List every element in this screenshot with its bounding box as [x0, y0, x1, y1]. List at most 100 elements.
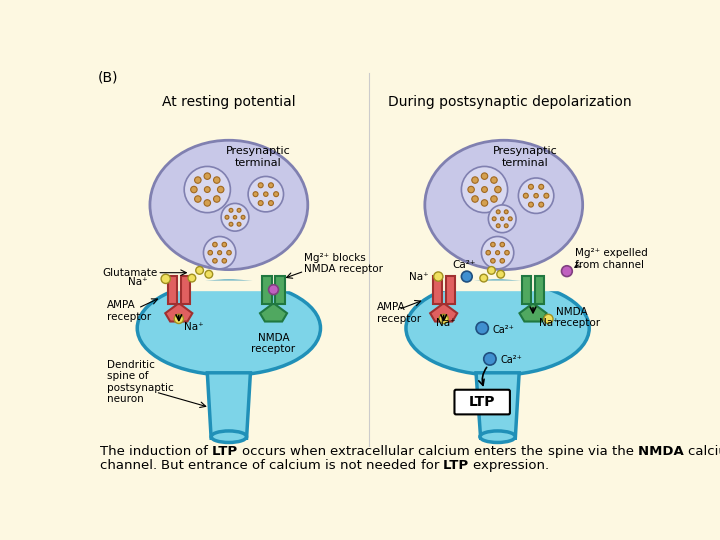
Circle shape	[161, 274, 171, 284]
Circle shape	[462, 271, 472, 282]
Text: NMDA: NMDA	[638, 445, 688, 458]
Circle shape	[214, 177, 220, 183]
Circle shape	[217, 186, 224, 193]
Circle shape	[188, 274, 196, 282]
Circle shape	[486, 251, 490, 255]
Circle shape	[518, 178, 554, 213]
Text: entrance: entrance	[188, 458, 252, 472]
Circle shape	[562, 266, 572, 276]
Text: of: of	[195, 445, 212, 458]
Circle shape	[528, 202, 534, 207]
Circle shape	[497, 271, 505, 278]
Text: Mg²⁺ expelled
from channel: Mg²⁺ expelled from channel	[575, 248, 647, 269]
Polygon shape	[430, 304, 457, 321]
Circle shape	[472, 196, 478, 202]
Circle shape	[264, 192, 268, 197]
Circle shape	[500, 217, 504, 220]
FancyBboxPatch shape	[454, 390, 510, 414]
Circle shape	[491, 196, 498, 202]
Circle shape	[269, 200, 274, 206]
Circle shape	[191, 186, 197, 193]
Text: Ca²⁺: Ca²⁺	[452, 260, 475, 270]
Circle shape	[544, 193, 549, 198]
Circle shape	[194, 177, 201, 183]
Text: spine: spine	[547, 445, 588, 458]
Circle shape	[481, 173, 487, 179]
Circle shape	[258, 200, 264, 206]
Text: occurs: occurs	[242, 445, 290, 458]
Circle shape	[544, 314, 553, 323]
Text: Dendritic
spine of
postsynaptic
neuron: Dendritic spine of postsynaptic neuron	[107, 360, 174, 404]
Circle shape	[488, 205, 516, 233]
Ellipse shape	[150, 140, 307, 269]
Circle shape	[222, 242, 227, 247]
Polygon shape	[166, 304, 192, 321]
Text: needed: needed	[366, 458, 420, 472]
Circle shape	[433, 272, 443, 281]
Polygon shape	[433, 276, 441, 303]
Text: NMDA
receptor: NMDA receptor	[251, 333, 296, 354]
Circle shape	[221, 204, 249, 231]
FancyBboxPatch shape	[132, 280, 326, 291]
Polygon shape	[446, 276, 455, 303]
Circle shape	[500, 242, 505, 247]
Circle shape	[539, 184, 544, 190]
Polygon shape	[276, 276, 284, 303]
Circle shape	[237, 208, 241, 212]
Circle shape	[439, 314, 449, 323]
Circle shape	[487, 267, 495, 274]
Text: NMDA
receptor: NMDA receptor	[556, 307, 600, 328]
Circle shape	[484, 353, 496, 365]
Ellipse shape	[425, 140, 582, 269]
Text: Mg²⁺ blocks
NMDA receptor: Mg²⁺ blocks NMDA receptor	[305, 253, 383, 274]
Circle shape	[539, 202, 544, 207]
Circle shape	[490, 242, 495, 247]
Polygon shape	[519, 304, 546, 321]
Circle shape	[227, 251, 231, 255]
Circle shape	[482, 237, 514, 269]
Text: calcium: calcium	[688, 445, 720, 458]
Text: AMPA
receptor: AMPA receptor	[107, 300, 151, 322]
Circle shape	[481, 200, 487, 206]
Circle shape	[258, 183, 264, 188]
Circle shape	[212, 242, 217, 247]
Circle shape	[500, 259, 505, 263]
Circle shape	[490, 259, 495, 263]
FancyBboxPatch shape	[403, 280, 600, 291]
Circle shape	[233, 215, 237, 219]
Text: LTP: LTP	[469, 395, 495, 409]
Circle shape	[212, 259, 217, 263]
Ellipse shape	[480, 431, 516, 442]
Text: calcium: calcium	[269, 458, 325, 472]
Circle shape	[217, 251, 222, 255]
Ellipse shape	[138, 281, 320, 375]
Circle shape	[528, 184, 534, 190]
Polygon shape	[207, 373, 251, 438]
Circle shape	[523, 193, 528, 198]
Circle shape	[194, 196, 201, 202]
Text: the: the	[521, 445, 547, 458]
Circle shape	[174, 314, 184, 323]
Circle shape	[504, 210, 508, 214]
Text: The: The	[99, 445, 129, 458]
Text: extracellular: extracellular	[330, 445, 418, 458]
Circle shape	[225, 215, 229, 219]
Text: Na⁺: Na⁺	[409, 272, 428, 281]
Circle shape	[505, 251, 509, 255]
Circle shape	[241, 215, 245, 219]
Circle shape	[204, 173, 210, 179]
Circle shape	[184, 166, 230, 213]
Text: LTP: LTP	[444, 458, 473, 472]
Text: induction: induction	[129, 445, 195, 458]
Circle shape	[248, 177, 284, 212]
Text: At resting potential: At resting potential	[162, 94, 296, 109]
Polygon shape	[522, 276, 531, 303]
Circle shape	[495, 186, 501, 193]
Circle shape	[208, 251, 212, 255]
Polygon shape	[476, 373, 519, 438]
Text: Na⁺: Na⁺	[539, 318, 559, 328]
Circle shape	[205, 271, 212, 278]
Text: when: when	[290, 445, 330, 458]
Polygon shape	[260, 304, 287, 321]
Circle shape	[204, 187, 210, 192]
